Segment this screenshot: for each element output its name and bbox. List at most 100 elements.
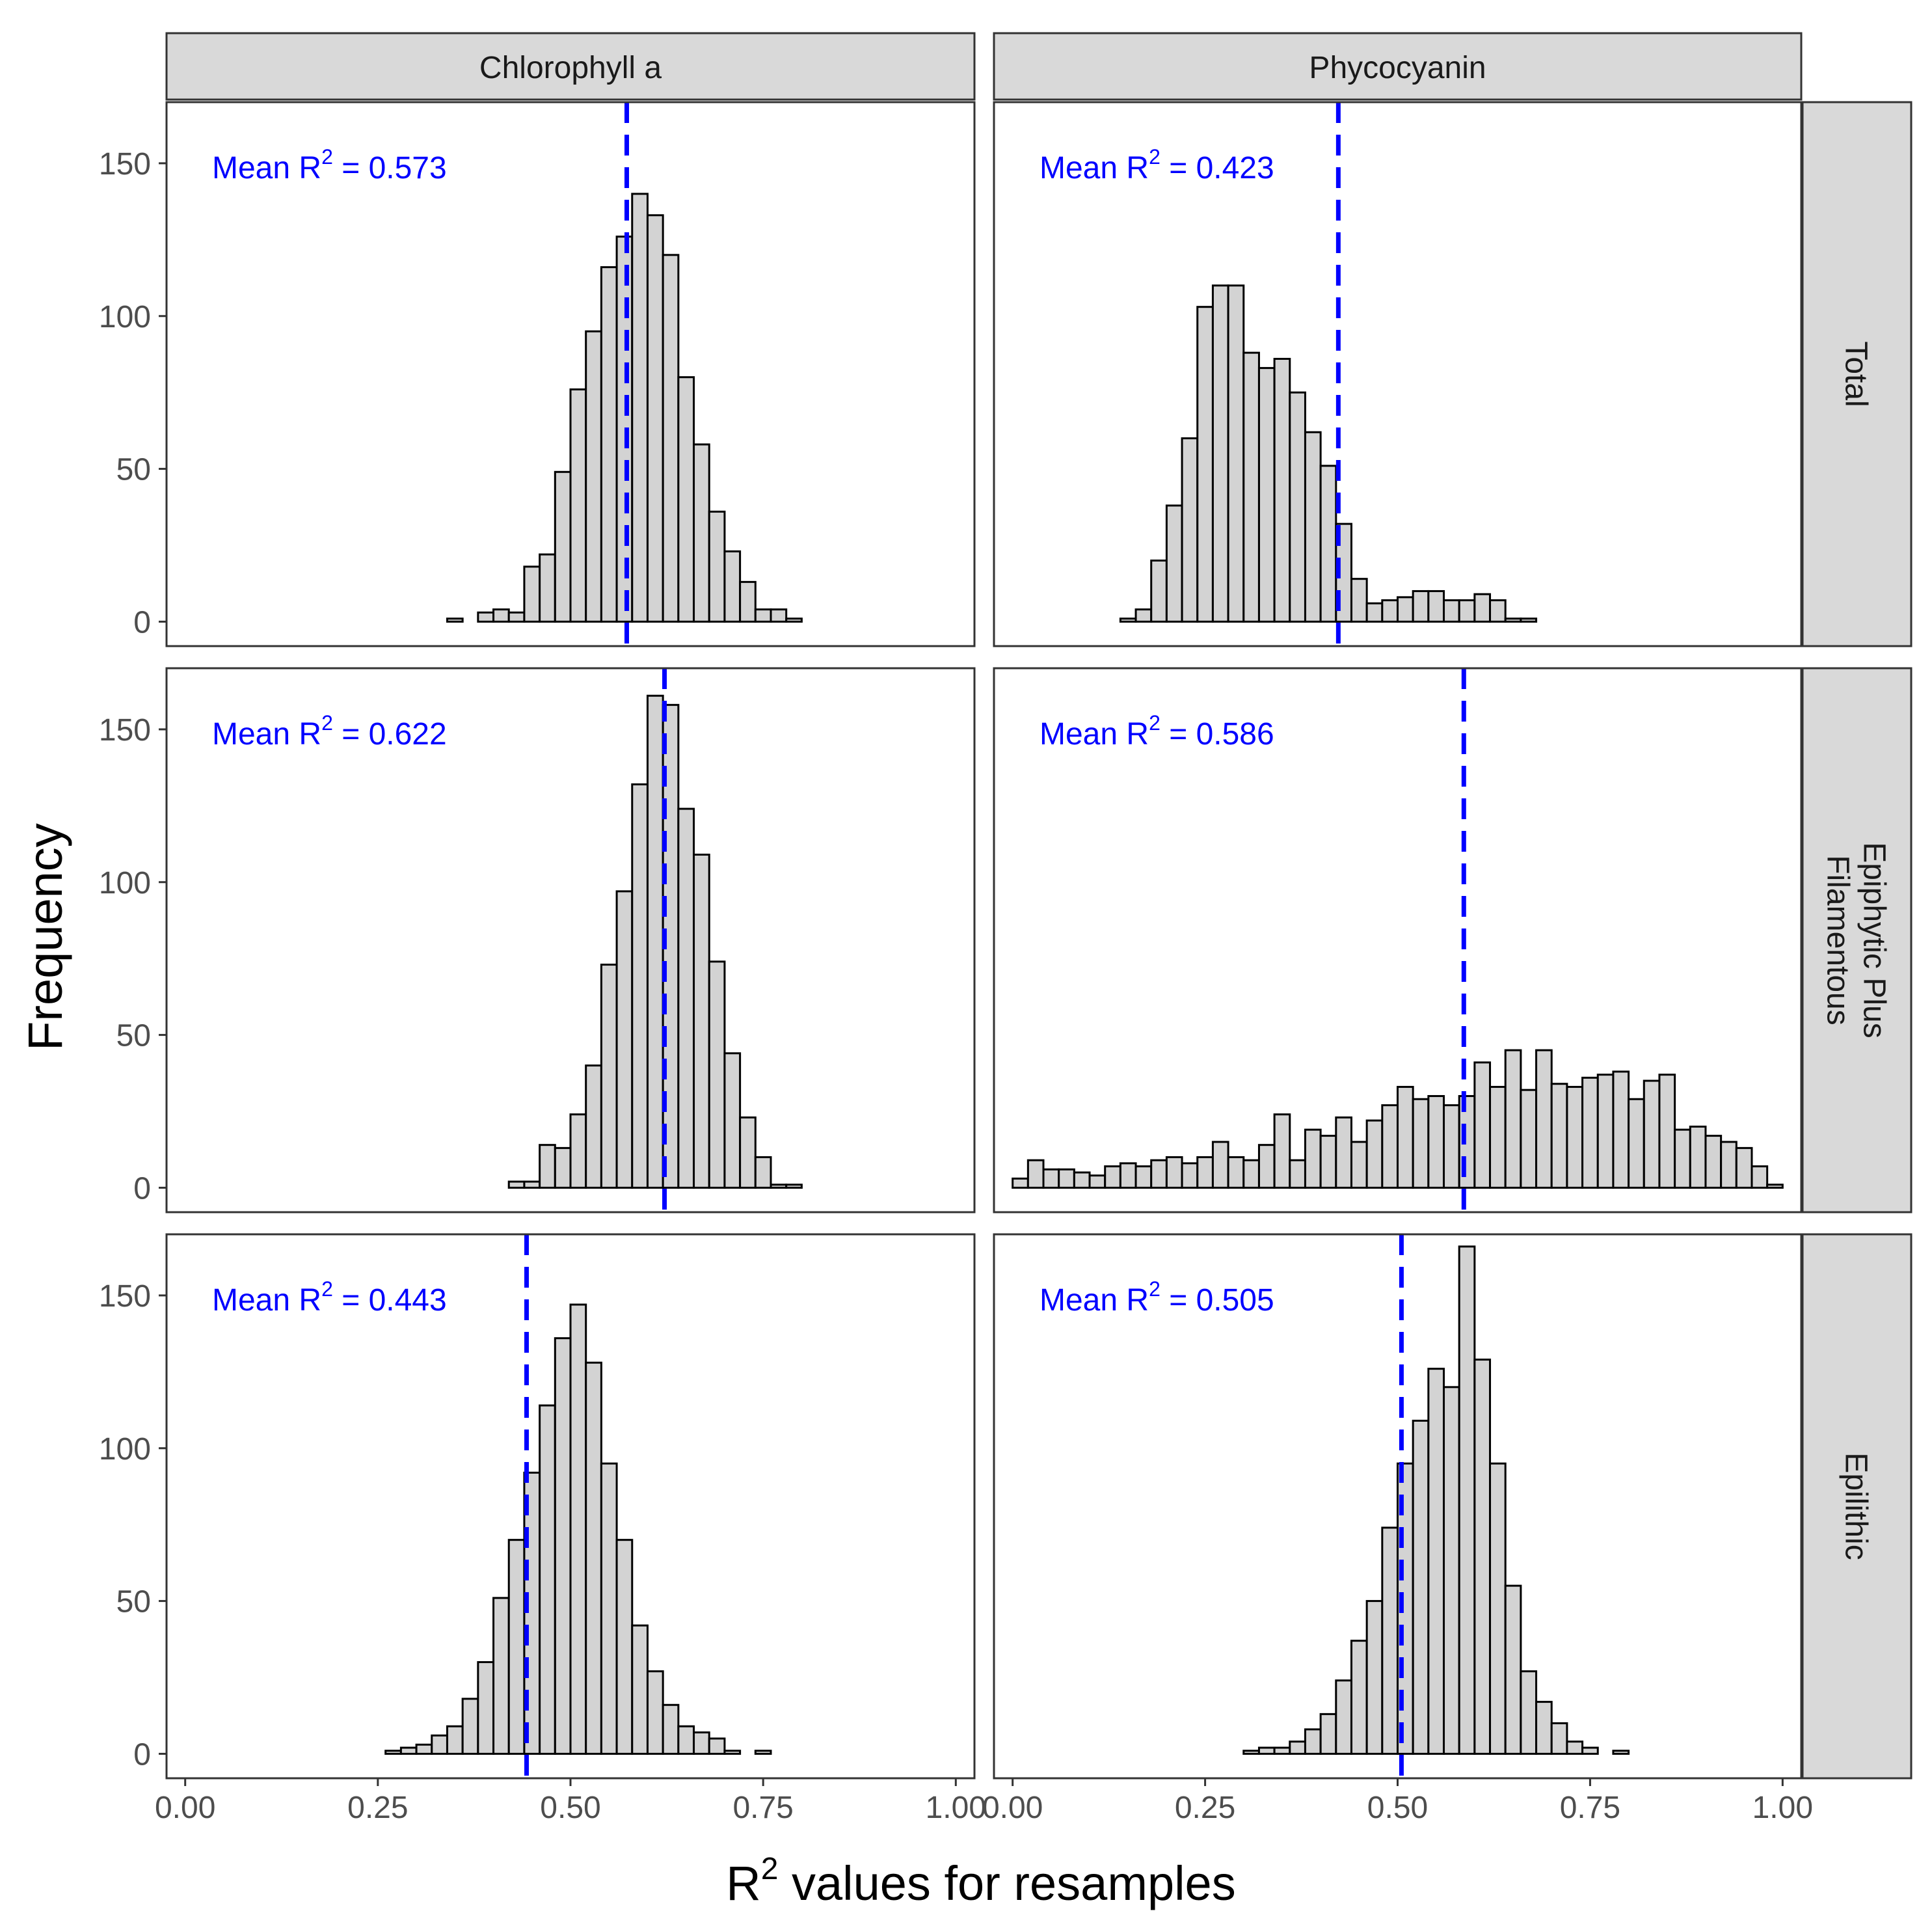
row-strip-label-line: Filamentous (1821, 855, 1855, 1025)
histogram-bar (1397, 596, 1414, 623)
histogram-bar (770, 608, 788, 623)
histogram-bar (492, 1597, 510, 1755)
histogram-bar (1427, 1095, 1445, 1189)
histogram-bar (1489, 599, 1507, 623)
histogram-bar (1397, 1085, 1414, 1189)
panel-border (165, 667, 976, 1213)
histogram-bar (646, 694, 664, 1189)
panel-r1-c0: Mean R2 = 0.622 (165, 667, 976, 1213)
histogram-bar (1458, 599, 1476, 623)
panel-r1-c1: Mean R2 = 0.586 (993, 667, 1803, 1213)
histogram-bar (1612, 1070, 1630, 1189)
mean-annotation-prefix: Mean R (212, 151, 321, 185)
mean-annotation-prefix: Mean R (212, 1283, 321, 1318)
histogram-bar (1520, 1670, 1538, 1755)
histogram-bar (600, 964, 618, 1189)
histogram-bar (1689, 1125, 1707, 1189)
histogram-bar (507, 611, 526, 623)
histogram-bar (569, 1303, 587, 1755)
histogram-bar (1150, 559, 1168, 623)
histogram-bar (1119, 1162, 1137, 1189)
mean-annotation-superscript: 2 (1149, 1277, 1161, 1301)
histogram-bar (1211, 1141, 1229, 1189)
histogram-bar (1289, 391, 1306, 623)
panel-r2-c1: Mean R2 = 0.505 (993, 1233, 1803, 1780)
row-strip-label-line: Epilithic (1839, 1452, 1873, 1560)
histogram-bar (631, 1624, 649, 1755)
histogram-bar (1335, 1116, 1352, 1189)
y-tick-label: 0 (133, 605, 151, 640)
histogram-bar (554, 470, 572, 623)
histogram-bar (569, 388, 587, 623)
histogram-bar (585, 1064, 602, 1189)
histogram-bar (723, 1750, 742, 1755)
row-strip-label-0: Total (1839, 341, 1873, 407)
histogram-bar (1319, 1135, 1337, 1189)
histogram-bar (600, 1462, 618, 1755)
histogram-bar (1012, 1177, 1029, 1189)
column-strip-1 (993, 32, 1803, 101)
histogram-bar (631, 783, 649, 1189)
histogram-bar (1165, 504, 1183, 623)
x-axis-label: R2 values for resamples (726, 1852, 1235, 1910)
histogram-bar (785, 617, 803, 623)
histogram-bar (1104, 1165, 1121, 1189)
mean-annotation-prefix: Mean R (1040, 717, 1149, 752)
histogram-bar (507, 1180, 526, 1189)
mean-annotation: Mean R2 = 0.573 (212, 145, 447, 185)
histogram-bar (1412, 1419, 1430, 1755)
histogram-bar (1520, 1089, 1538, 1189)
mean-annotation-value: = 0.622 (333, 717, 447, 752)
histogram-bar (1227, 1156, 1245, 1189)
x-axis-label-rest: values for resamples (778, 1856, 1235, 1910)
histogram-bar (1304, 1128, 1322, 1189)
histogram-bar (1704, 1135, 1723, 1189)
histogram-bar (539, 1404, 556, 1755)
histogram-bar (569, 1113, 587, 1189)
row-strip-label-2: Epilithic (1839, 1452, 1873, 1560)
histogram-bar (1073, 1171, 1091, 1189)
histogram-bar (1535, 1701, 1553, 1755)
y-tick-label: 150 (99, 1279, 151, 1314)
histogram-bar (1365, 1119, 1384, 1189)
mean-annotation: Mean R2 = 0.622 (212, 711, 447, 752)
histogram-bar (446, 617, 464, 623)
row-strip-label-line: Epiphytic Plus (1857, 842, 1892, 1038)
histogram-bar (1473, 1061, 1492, 1189)
column-strip-label-0: Chlorophyll a (479, 51, 662, 85)
histogram-bar (770, 1184, 788, 1189)
row-strip-2 (1801, 1233, 1912, 1780)
histogram-bar (1257, 367, 1276, 623)
histogram-bar (1473, 593, 1492, 623)
histogram-bar (1257, 1746, 1276, 1755)
histogram-bar (1319, 1713, 1337, 1755)
histogram-bar (492, 608, 510, 623)
histogram-bar (1227, 284, 1245, 623)
histogram-bar (1289, 1741, 1306, 1755)
histogram-bar (1427, 589, 1445, 623)
histogram-bar (1181, 437, 1199, 623)
histogram-bar (739, 1116, 757, 1189)
histogram-bar (646, 1670, 664, 1755)
histogram-bar (507, 1539, 526, 1755)
y-tick-label: 100 (99, 1432, 151, 1467)
histogram-bar (1381, 1526, 1399, 1755)
histogram-bar (1520, 617, 1538, 623)
histogram-bar (477, 611, 495, 623)
x-tick-label: 1.00 (1752, 1791, 1813, 1825)
mean-annotation-value: = 0.443 (333, 1283, 447, 1318)
histogram-bar (1489, 1462, 1507, 1755)
histogram-bar (1458, 1095, 1476, 1189)
x-tick-label: 1.00 (926, 1791, 986, 1825)
row-strip-0 (1801, 101, 1912, 647)
histogram-bar (539, 553, 556, 623)
histogram-bar (662, 254, 680, 623)
histogram-bar (1504, 1049, 1522, 1189)
histogram-bar (585, 330, 602, 623)
y-tick-label: 100 (99, 300, 151, 334)
histogram-bar (615, 890, 634, 1189)
column-strip-0 (165, 32, 976, 101)
histogram-bar (539, 1144, 556, 1189)
mean-annotation-value: = 0.423 (1161, 151, 1274, 185)
